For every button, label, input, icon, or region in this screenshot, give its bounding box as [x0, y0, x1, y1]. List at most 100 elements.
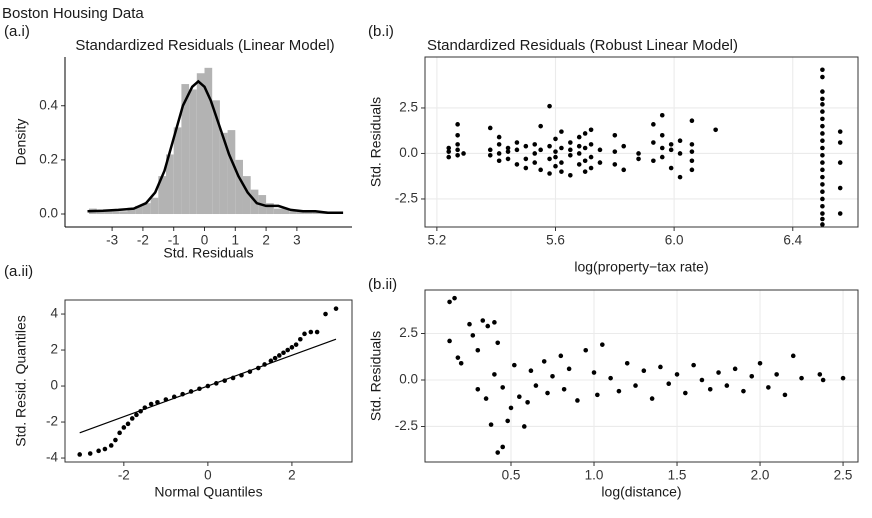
point: [666, 381, 672, 387]
point: [820, 123, 825, 129]
point: [488, 422, 494, 427]
point: [205, 383, 211, 389]
point: [87, 451, 93, 456]
histogram-bar: [96, 211, 105, 215]
histogram-bar: [104, 211, 113, 215]
point: [495, 340, 501, 346]
point: [576, 134, 582, 140]
panel-border: [424, 56, 859, 228]
histogram-bar: [150, 197, 159, 215]
point: [455, 152, 460, 158]
point: [455, 147, 460, 153]
point: [621, 167, 627, 173]
point: [699, 377, 705, 383]
point: [113, 437, 118, 443]
histogram-bar: [204, 67, 213, 215]
point: [129, 416, 135, 421]
point: [485, 323, 491, 329]
histogram-bar: [173, 127, 182, 215]
point: [538, 123, 543, 129]
point: [766, 385, 771, 390]
point: [641, 368, 647, 374]
point: [480, 318, 486, 323]
y-tick-label: 2.5: [399, 325, 418, 340]
y-tick-label: 0.0: [399, 145, 418, 160]
point: [142, 405, 148, 410]
point: [820, 138, 825, 144]
point: [505, 145, 511, 151]
point: [121, 425, 127, 430]
point: [487, 152, 493, 158]
point: [532, 160, 538, 165]
point: [774, 372, 779, 377]
point: [790, 353, 796, 359]
point: [495, 450, 501, 455]
point: [588, 142, 594, 147]
point: [446, 154, 452, 160]
point: [820, 131, 825, 136]
point: [691, 362, 696, 368]
x-tick-label: 2.0: [751, 468, 770, 483]
y-tick-label: 0.4: [39, 97, 58, 112]
point: [820, 89, 825, 94]
point: [455, 355, 461, 360]
point: [591, 370, 597, 375]
point: [496, 151, 502, 156]
panel-title: Standardized Residuals (Linear Model): [75, 37, 334, 54]
x-tick-label: -1: [168, 233, 180, 248]
x-tick-label: 6.4: [783, 233, 802, 248]
point: [612, 132, 618, 138]
point: [757, 360, 763, 366]
point: [716, 370, 721, 375]
point: [651, 122, 656, 127]
point: [683, 390, 688, 396]
point: [547, 103, 552, 109]
point: [547, 143, 552, 149]
point: [707, 386, 713, 392]
point: [658, 364, 663, 370]
point: [268, 358, 274, 364]
point: [732, 366, 738, 372]
point: [558, 353, 564, 359]
point: [281, 350, 286, 356]
point: [180, 391, 185, 397]
histogram-bar: [158, 176, 167, 215]
point: [575, 398, 580, 403]
point: [505, 418, 510, 424]
x-tick-label: 6.0: [665, 233, 684, 248]
x-axis-title: log(distance): [601, 484, 681, 500]
x-tick-label: 1: [232, 233, 240, 248]
panel-label: (a.i): [4, 23, 30, 40]
histogram-bar: [189, 89, 197, 215]
y-axis-title: Std. Residuals: [368, 331, 384, 421]
point: [820, 109, 825, 114]
point: [633, 383, 638, 388]
x-tick-label: 2.5: [834, 468, 853, 483]
x-tick-label: 1.5: [668, 468, 687, 483]
point: [470, 333, 476, 338]
point: [514, 147, 520, 153]
point: [689, 118, 695, 124]
point: [487, 147, 493, 153]
point: [277, 353, 282, 358]
point: [505, 156, 511, 162]
x-tick-label: 2: [288, 468, 296, 483]
point: [163, 397, 169, 402]
point: [636, 151, 641, 156]
histogram-bar: [166, 154, 174, 215]
point: [568, 152, 573, 158]
point: [550, 373, 555, 379]
point: [230, 375, 236, 381]
point: [496, 134, 502, 140]
point: [588, 127, 594, 133]
point: [505, 149, 511, 154]
panel-background: [425, 290, 858, 462]
point: [138, 408, 143, 414]
point: [668, 142, 674, 147]
y-axis-title: Std. Residuals: [368, 97, 384, 187]
point: [616, 388, 622, 394]
point: [553, 154, 558, 160]
point: [837, 211, 843, 216]
point: [247, 369, 253, 374]
